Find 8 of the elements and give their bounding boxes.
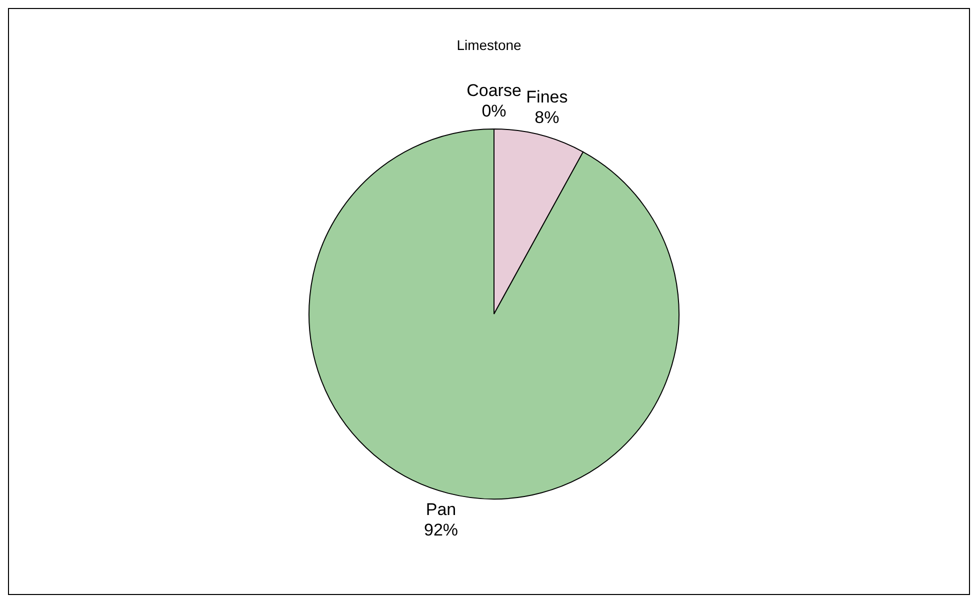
text: 0% <box>482 101 506 120</box>
pie-slice <box>308 128 680 500</box>
slice-label: Fines <box>526 88 568 107</box>
data-label: 92% <box>424 520 458 540</box>
slice-label: Pan <box>426 500 456 520</box>
data-label: 8% <box>534 108 560 127</box>
category-label: Coarse <box>466 80 522 100</box>
chart-title: Limestone <box>456 37 522 53</box>
